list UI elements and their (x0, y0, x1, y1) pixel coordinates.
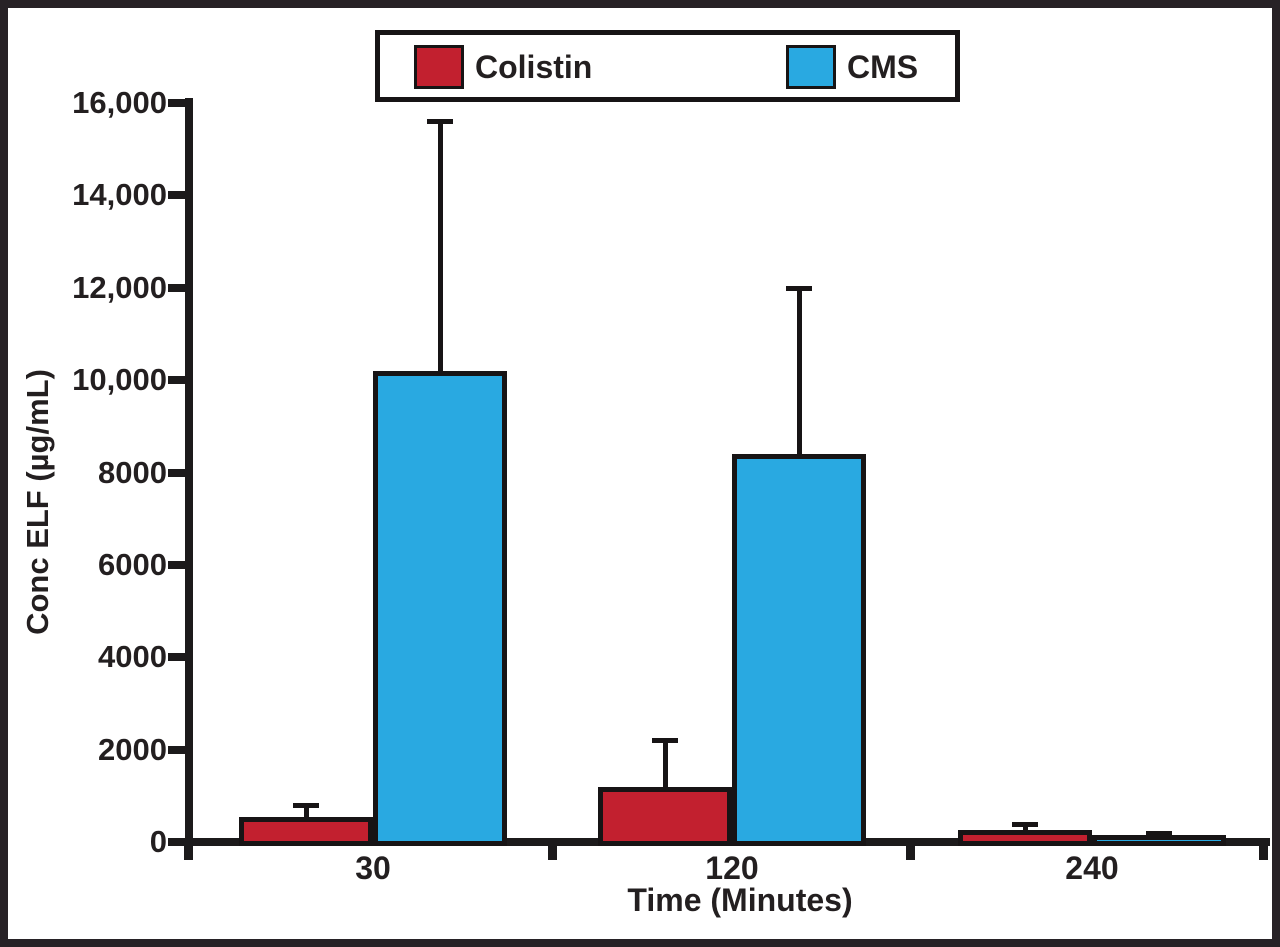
y-tick-label: 14,000 (72, 177, 167, 213)
y-tick-mark (168, 653, 187, 662)
error-bar-cap (786, 285, 812, 291)
bar-cms-120 (732, 454, 866, 846)
x-category-label-120: 120 (705, 850, 759, 886)
y-tick-label: 10,000 (72, 362, 167, 398)
bar-colistin-120 (598, 786, 732, 846)
y-tick-mark (168, 99, 187, 107)
error-bar-cap (293, 803, 319, 809)
bar-colistin-30 (239, 816, 373, 846)
error-bar-cap (652, 738, 678, 744)
bar-cms-240 (1092, 835, 1226, 846)
error-bar-cap (1146, 830, 1172, 836)
y-tick-mark (168, 838, 187, 846)
x-axis-title: Time (Minutes) (627, 882, 853, 918)
y-tick-label: 0 (149, 824, 167, 859)
legend-label-colistin: Colistin (475, 49, 593, 85)
legend-label-cms: CMS (847, 49, 919, 85)
error-bar-cap (1012, 821, 1038, 827)
y-tick-mark (168, 376, 187, 385)
error-bar-line (662, 740, 668, 787)
legend-swatch-cms (786, 45, 836, 89)
y-tick-mark (168, 468, 187, 477)
x-tick-mark (184, 842, 193, 860)
x-category-label-30: 30 (355, 850, 391, 886)
y-tick-label: 4000 (98, 639, 167, 675)
y-tick-mark (168, 191, 187, 200)
legend-swatch-colistin (414, 45, 464, 89)
bar-cms-30 (373, 370, 507, 846)
y-tick-label: 16,000 (72, 85, 167, 120)
x-tick-mark (548, 842, 557, 860)
legend-box: Colistin CMS (375, 30, 960, 102)
x-category-label-240: 240 (1065, 850, 1119, 886)
y-axis-line (185, 98, 193, 846)
error-bar-line (437, 121, 443, 371)
y-axis-title: Conc ELF (µg/mL) (20, 369, 55, 635)
y-tick-label: 2000 (98, 731, 167, 767)
error-bar-line (1022, 823, 1028, 831)
y-tick-mark (168, 283, 187, 292)
x-tick-mark (906, 842, 915, 860)
error-bar-line (303, 805, 309, 817)
y-tick-mark (168, 560, 187, 569)
y-tick-label: 8000 (98, 454, 167, 490)
bar-colistin-240 (958, 830, 1092, 846)
y-tick-label: 12,000 (72, 269, 167, 305)
y-tick-label: 6000 (98, 546, 167, 582)
error-bar-cap (427, 119, 453, 125)
y-tick-mark (168, 745, 187, 754)
error-bar-line (796, 287, 802, 455)
x-tick-mark (1259, 842, 1268, 860)
